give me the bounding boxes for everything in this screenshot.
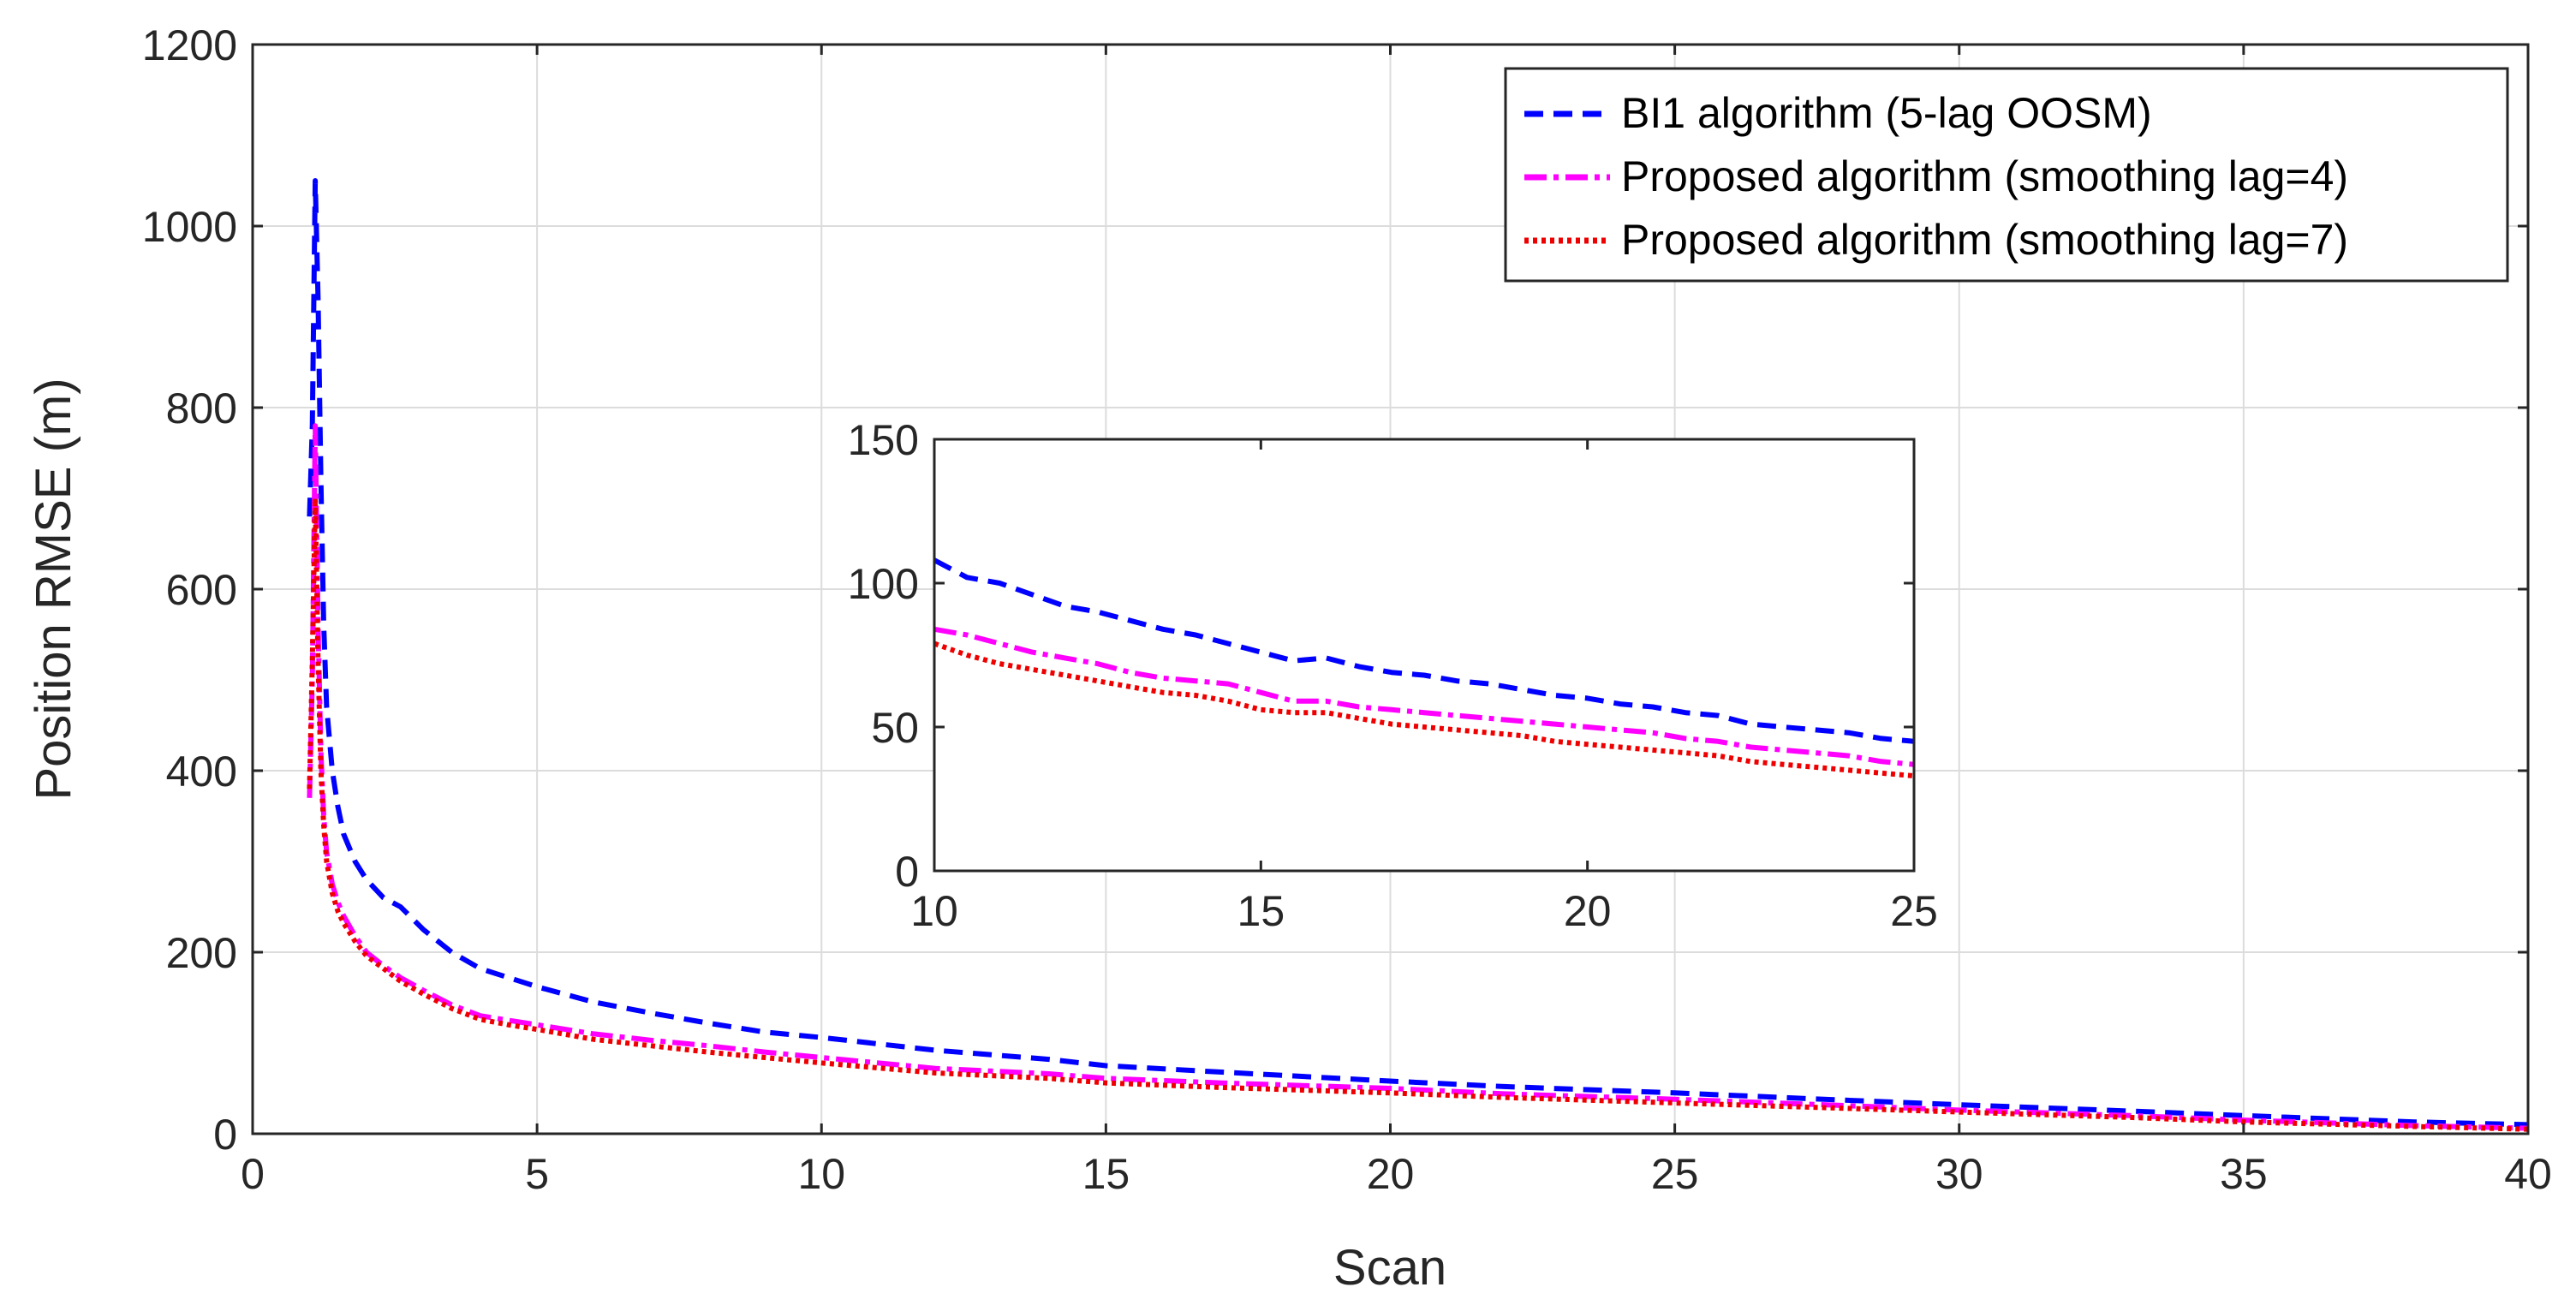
main-series-line-lag7 — [307, 496, 2529, 1132]
inset-series-line-lag4 — [933, 626, 1915, 767]
main-y-tick-label: 1000 — [142, 203, 237, 251]
inset-y-tick-label: 150 — [848, 416, 919, 464]
main-y-tick-label: 400 — [166, 748, 237, 796]
main-y-tick-label: 1200 — [142, 21, 237, 69]
legend: BI1 algorithm (5-lag OOSM) Proposed algo… — [1504, 67, 2509, 283]
inset-x-tick-label: 25 — [1890, 887, 1938, 935]
main-y-tick-label: 600 — [166, 566, 237, 614]
inset-series-line-lag7 — [933, 641, 1915, 779]
main-x-tick-label: 20 — [1367, 1150, 1415, 1198]
inset-x-tick-label: 20 — [1564, 887, 1612, 935]
main-series-line-bi1 — [307, 178, 2529, 1128]
main-x-tick-label: 15 — [1082, 1150, 1130, 1198]
legend-label-lag7: Proposed algorithm (smoothing lag=7) — [1621, 216, 2348, 264]
inset-x-tick-label: 15 — [1237, 887, 1285, 935]
main-y-tick-label: 800 — [166, 384, 237, 432]
inset-y-tick-label: 50 — [871, 704, 919, 752]
inset-y-tick-label: 100 — [848, 560, 919, 608]
main-x-tick-label: 30 — [1935, 1150, 1983, 1198]
main-x-tick-label: 5 — [525, 1150, 549, 1198]
y-axis-title: Position RMSE (m) — [26, 378, 81, 800]
main-y-tick-label: 200 — [166, 929, 237, 977]
inset-ticks: 10 15 20 25 0 50 100 150 — [848, 416, 1938, 935]
inset-x-tick-label: 10 — [910, 887, 958, 935]
main-series-layer — [307, 178, 2529, 1132]
inset-plot-frame — [933, 438, 1916, 873]
main-x-tick-label: 40 — [2504, 1150, 2552, 1198]
legend-label-bi1: BI1 algorithm (5-lag OOSM) — [1621, 89, 2152, 137]
main-x-tick-label: 10 — [797, 1150, 845, 1198]
main-x-tick-label: 0 — [241, 1150, 265, 1198]
x-axis-title: Scan — [1333, 1240, 1446, 1296]
inset-series-line-bi1 — [933, 557, 1915, 744]
inset-y-tick-label: 0 — [895, 848, 919, 896]
main-y-tick-label: 0 — [213, 1111, 237, 1159]
main-x-tick-label: 25 — [1651, 1150, 1699, 1198]
legend-box — [1504, 67, 2509, 283]
inset-series-layer — [933, 557, 1915, 779]
legend-label-lag4: Proposed algorithm (smoothing lag=4) — [1621, 152, 2348, 200]
main-x-tick-label: 35 — [2220, 1150, 2268, 1198]
inset-background — [934, 439, 1914, 871]
